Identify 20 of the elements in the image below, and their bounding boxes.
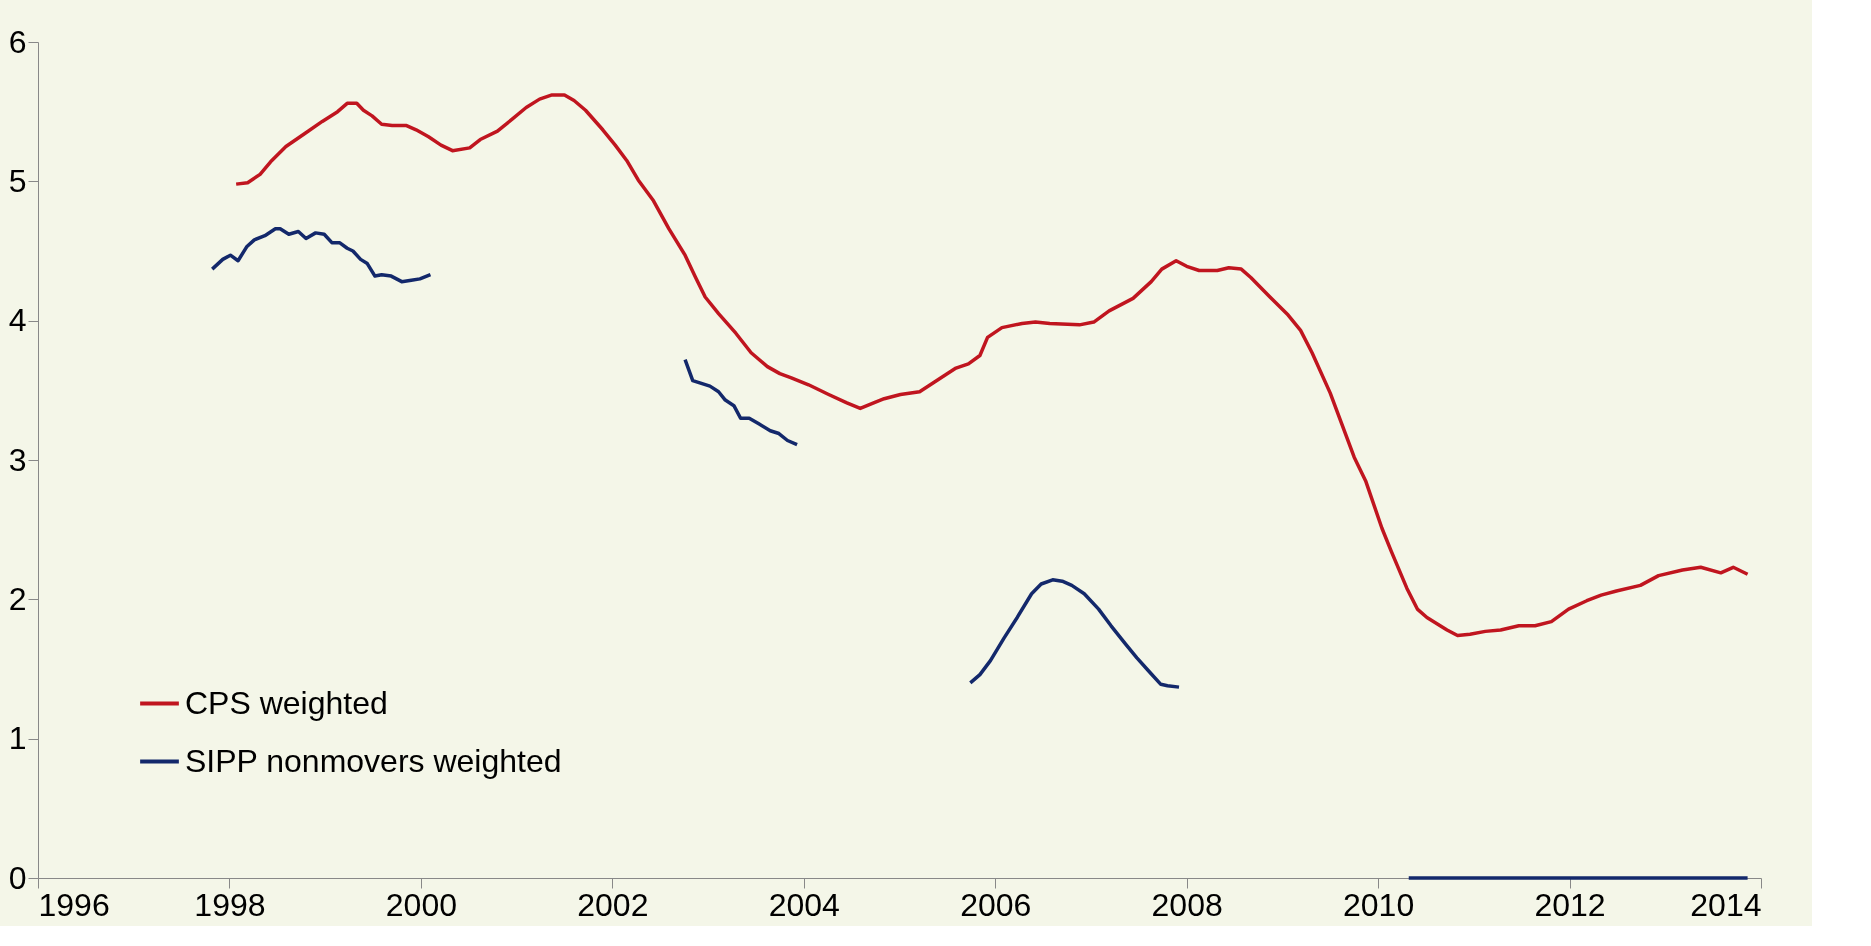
y-tick-label: 4	[8, 302, 27, 339]
x-tick-label: 2008	[1151, 886, 1223, 923]
y-tick-label: 5	[8, 162, 27, 199]
line-series	[234, 93, 1750, 638]
x-tick-label: 2006	[960, 886, 1032, 923]
x-tick-label: 2014	[1690, 886, 1762, 923]
y-tick-label: 6	[8, 23, 27, 60]
legend-label: CPS weighted	[185, 684, 388, 721]
x-tick-label: 1996	[38, 886, 110, 923]
y-tick-label: 3	[8, 441, 27, 478]
x-tick-label: 2010	[1343, 886, 1415, 923]
x-tick-label: 2004	[768, 886, 840, 923]
x-tick-label: 2000	[385, 886, 457, 923]
x-tick-label: 2012	[1534, 886, 1606, 923]
y-tick-label: 2	[8, 580, 27, 617]
legend-label: SIPP nonmovers weighted	[185, 742, 562, 779]
y-tick-label: 0	[8, 859, 27, 896]
y-tick-label: 1	[8, 720, 27, 757]
x-tick-label: 1998	[194, 886, 266, 923]
x-tick-label: 2002	[577, 886, 649, 923]
